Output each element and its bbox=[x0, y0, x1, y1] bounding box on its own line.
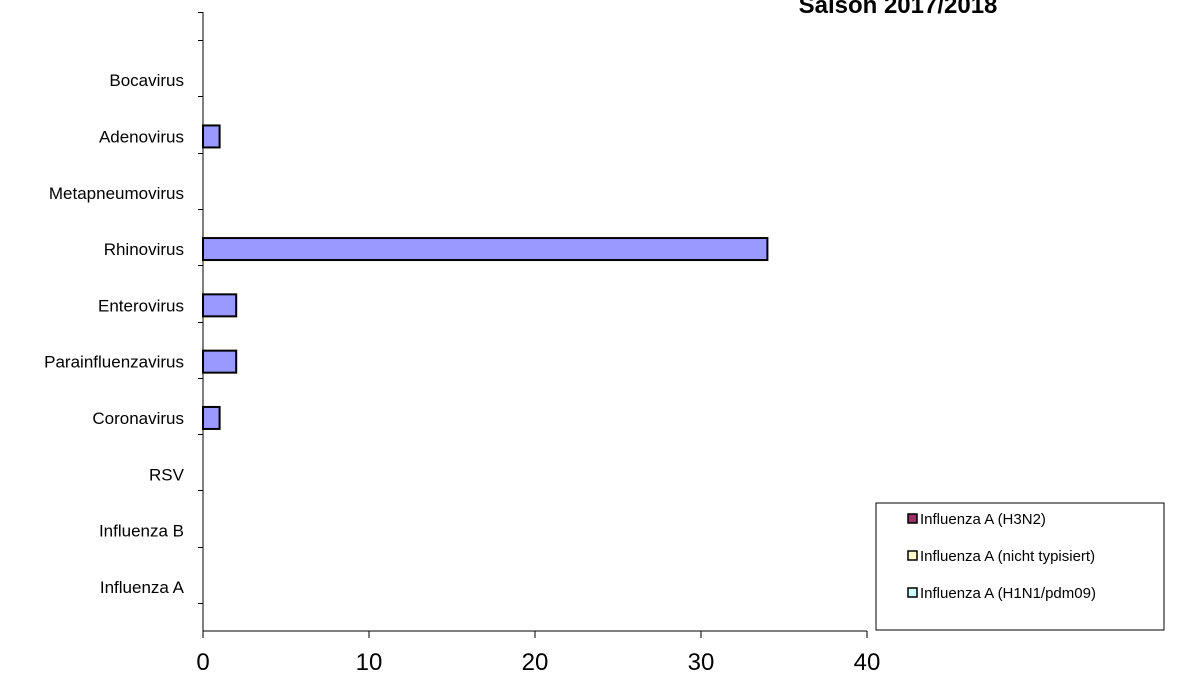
legend: Influenza A (H3N2) Influenza A (nicht typ… bbox=[875, 502, 1165, 631]
legend-label: Influenza A (nicht typisiert) bbox=[920, 548, 1095, 565]
legend-swatch bbox=[907, 513, 918, 524]
legend-label: Influenza A (H1N1/pdm09) bbox=[920, 585, 1096, 602]
bar bbox=[202, 124, 221, 149]
legend-swatch bbox=[907, 587, 918, 598]
x-tick-label: 40 bbox=[854, 649, 881, 676]
category-label: Coronavirus bbox=[92, 409, 184, 428]
category-label: Bocavirus bbox=[109, 71, 184, 90]
bar bbox=[202, 293, 238, 318]
chart-title: Saison 2017/2018 bbox=[799, 0, 998, 19]
category-label: Metapneumovirus bbox=[49, 184, 184, 203]
category-label: Influenza A bbox=[100, 578, 185, 597]
bar bbox=[202, 237, 769, 262]
bar bbox=[202, 349, 238, 374]
x-tick-label: 10 bbox=[356, 649, 383, 676]
bar bbox=[202, 405, 221, 430]
category-label: Rhinovirus bbox=[104, 240, 184, 259]
x-tick-label: 0 bbox=[196, 649, 209, 676]
legend-swatch bbox=[907, 550, 918, 561]
category-label: Adenovirus bbox=[99, 127, 184, 146]
x-tick-label: 20 bbox=[522, 649, 549, 676]
x-tick-label: 30 bbox=[688, 649, 715, 676]
category-label: Parainfluenzavirus bbox=[44, 353, 184, 372]
category-label: RSV bbox=[149, 465, 185, 484]
legend-box bbox=[875, 502, 1165, 631]
legend-label: Influenza A (H3N2) bbox=[920, 511, 1046, 528]
category-label: Influenza B bbox=[99, 522, 184, 541]
plot-area: Influenza A Influenza B RSV Coronavirus Para… bbox=[44, 12, 880, 676]
category-label: Enterovirus bbox=[98, 296, 184, 315]
